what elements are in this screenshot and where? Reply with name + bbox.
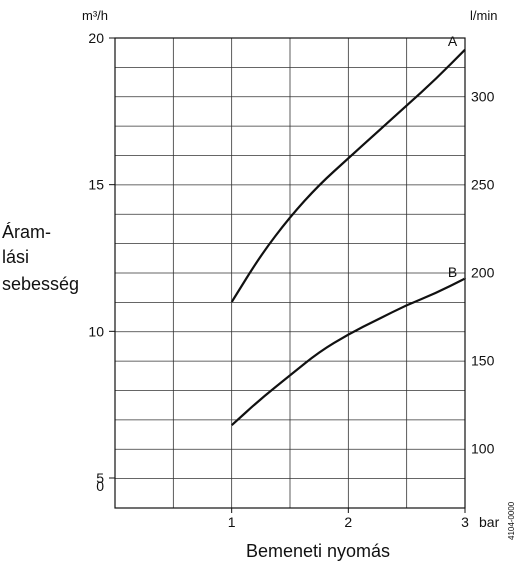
y-axis-title-line-2: lási (2, 247, 29, 267)
y-left-tick-label: 0 (96, 478, 104, 494)
y-left-tick-label: 15 (88, 177, 104, 193)
curves: AB (230, 33, 467, 427)
curve-label-a: A (448, 33, 458, 49)
plot-border (114, 37, 466, 509)
x-tick-label: 2 (344, 514, 352, 530)
x-axis-unit: bar (479, 514, 500, 530)
y-axis-title-line-3: sebesség (2, 274, 79, 294)
y-right-tick-label: 200 (471, 265, 495, 281)
y-left-tick-label: 5 (96, 470, 104, 486)
y-right-tick-label: 300 (471, 89, 495, 105)
y-right-tick-label: 250 (471, 177, 495, 193)
curve-label-b: B (448, 264, 457, 280)
y-right-unit: l/min (470, 8, 497, 23)
labels: m³/h l/min Áram- lási sebesség Bemeneti … (2, 8, 516, 561)
x-axis-title: Bemeneti nyomás (246, 541, 390, 561)
y-right-tick-label: 150 (471, 353, 495, 369)
y-right-tick-label: 100 (471, 441, 495, 457)
figure-reference: 4104-0000 (507, 501, 516, 540)
y-left-unit: m³/h (82, 8, 108, 23)
grid (115, 38, 465, 508)
plot-frame (114, 37, 466, 509)
y-left-tick-label: 20 (88, 30, 104, 46)
y-left-tick-label: 10 (88, 323, 104, 339)
y-axis-title-line-1: Áram- (2, 222, 51, 242)
curve-a (230, 48, 466, 303)
x-tick-label: 1 (228, 514, 236, 530)
curve-b (230, 277, 467, 427)
tick-labels: 05 10 15 20 100 150 200 250 300 1 2 3 (88, 30, 494, 530)
x-tick-label: 3 (461, 514, 469, 530)
